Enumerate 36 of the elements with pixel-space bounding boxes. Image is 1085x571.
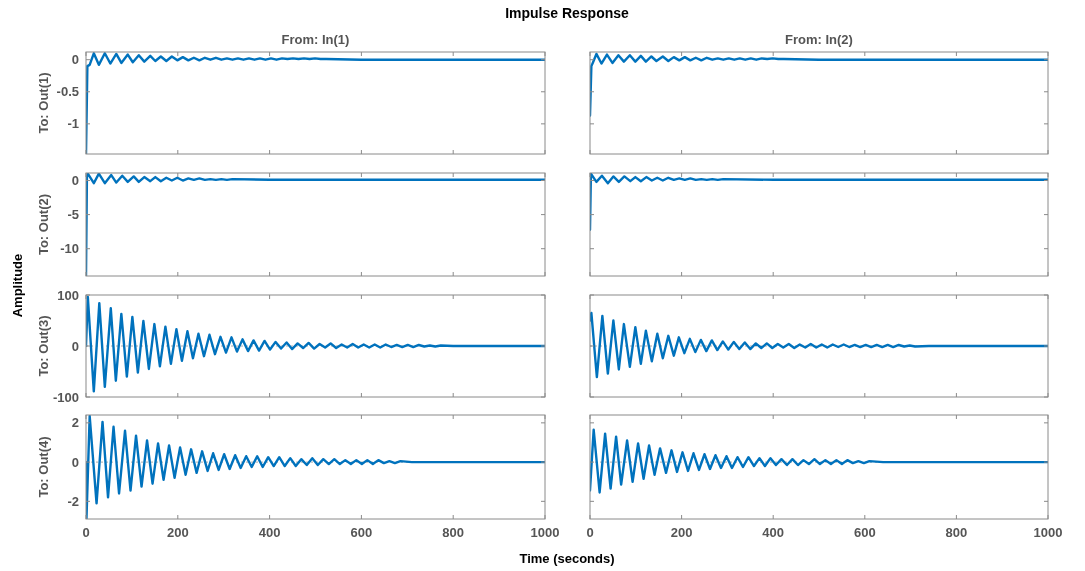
y-tick-label: -5 (67, 207, 79, 223)
x-tick-label: 800 (945, 525, 968, 540)
x-tick-label: 200 (166, 525, 189, 540)
y-tick-label: 100 (57, 287, 79, 303)
line-series (86, 415, 545, 519)
x-tick-label: 800 (442, 525, 465, 540)
y-tick-label: -1 (67, 116, 79, 132)
y-tick-label: -2 (67, 493, 79, 509)
y-axis-title: To: Out(2) (36, 193, 51, 256)
text: Amplitude (10, 253, 25, 318)
y-tick-label: -100 (52, 389, 79, 405)
x-tick-label: 0 (586, 525, 594, 540)
x-tick-label: 400 (258, 525, 281, 540)
x-tick-label: 1000 (1033, 525, 1063, 540)
x-tick-label: 1000 (530, 525, 560, 540)
y-tick-label: 0 (71, 338, 79, 354)
x-tick-label: 0 (82, 525, 90, 540)
line-series (86, 173, 545, 276)
line-series (86, 52, 545, 154)
y-tick-label: -10 (60, 241, 79, 257)
x-axis-title: Time (seconds) (519, 551, 615, 566)
x-tick-label: 600 (853, 525, 876, 540)
chart-title: From: In(2) (785, 32, 853, 47)
y-tick-label: 0 (71, 454, 79, 470)
y-axis-title: To: Out(4) (36, 436, 51, 498)
chart-title: From: In(1) (281, 32, 350, 47)
y-tick-label: 0 (71, 173, 79, 189)
x-tick-label: 200 (670, 525, 693, 540)
y-axis-title: To: Out(1) (36, 72, 51, 134)
x-tick-label: 600 (350, 525, 373, 540)
y-tick-label: 0 (71, 52, 79, 68)
y-tick-label: 2 (71, 415, 79, 431)
x-tick-label: 400 (762, 525, 785, 540)
text: Impulse Response (505, 5, 630, 21)
y-axis-title: To: Out(3) (36, 315, 51, 377)
y-tick-label: -0.5 (56, 84, 79, 100)
